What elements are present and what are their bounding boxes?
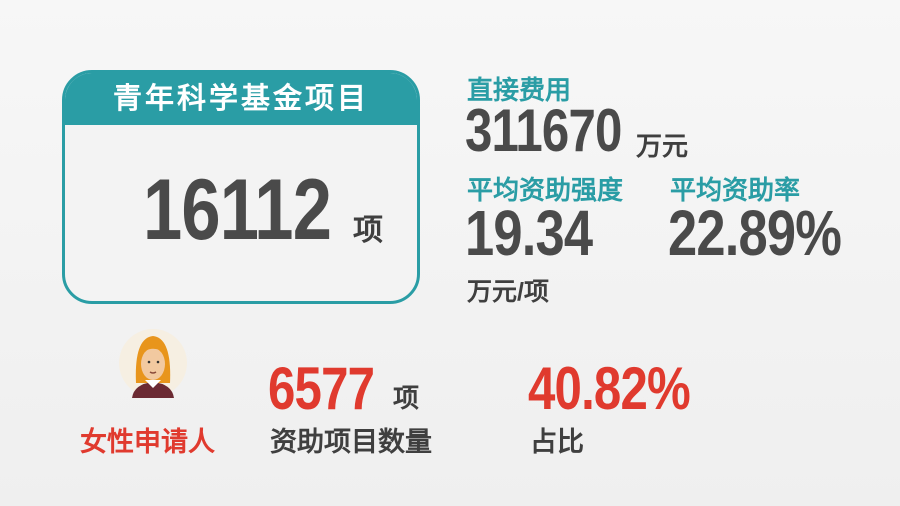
youth-fund-card: 青年科学基金项目 16112 项 — [62, 70, 420, 304]
avg-rate-label: 平均资助率 — [670, 175, 801, 205]
avg-rate-value: 22.89% — [668, 197, 842, 269]
direct-cost-value: 311670 — [465, 97, 622, 164]
avg-intensity-unit: 万元/项 — [467, 278, 549, 306]
youth-fund-title: 青年科学基金项目 — [65, 73, 417, 125]
female-ratio: 40.82% — [528, 355, 691, 422]
female-count: 6577 — [268, 355, 375, 422]
direct-cost-label: 直接费用 — [467, 75, 572, 105]
female-count-label: 资助项目数量 — [270, 427, 432, 457]
youth-fund-unit: 项 — [353, 214, 383, 247]
youth-fund-count: 16112 — [143, 162, 332, 258]
direct-cost-unit: 万元 — [636, 131, 689, 161]
female-count-unit: 项 — [393, 383, 420, 413]
female-label: 女性申请人 — [80, 427, 215, 457]
woman-avatar-icon — [119, 329, 187, 398]
female-ratio-label: 占比 — [530, 427, 584, 457]
avg-intensity-label: 平均资助强度 — [467, 175, 624, 205]
avg-intensity-value: 19.34 — [465, 197, 593, 269]
